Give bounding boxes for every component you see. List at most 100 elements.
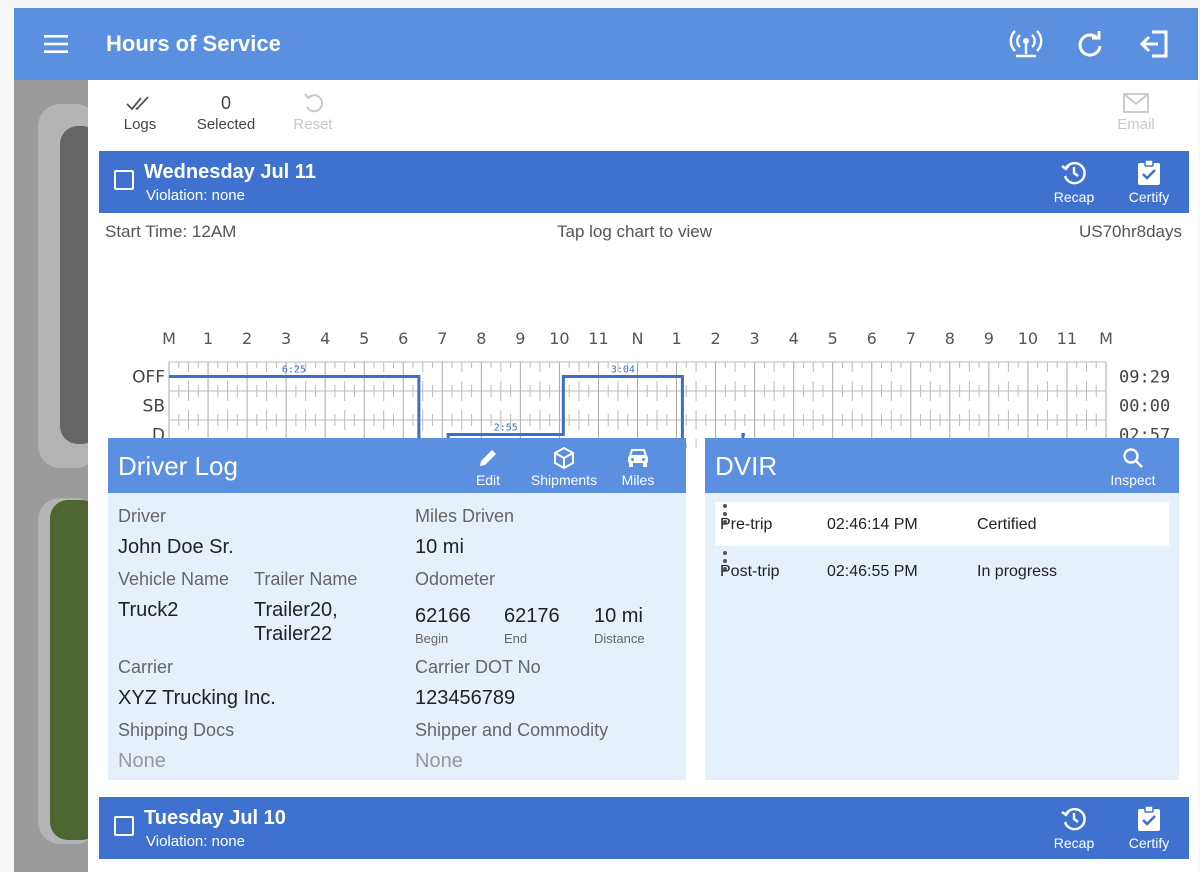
inspect-button[interactable]: Inspect (1103, 444, 1163, 488)
driver-log-title: Driver Log (118, 451, 238, 481)
carrier-label: Carrier (118, 657, 174, 677)
inspect-label: Inspect (1110, 472, 1156, 488)
odometer-distance: 10 mi (594, 605, 643, 627)
dvir-type: Post-trip (720, 563, 780, 580)
chart-hour-label: 3 (750, 329, 760, 348)
selected-label: Selected (196, 116, 256, 133)
log-chart[interactable]: M1234567891011N1234567891011MOFFSBDON09:… (88, 248, 1198, 448)
recap-button[interactable]: Recap (1042, 157, 1106, 205)
certify-button[interactable]: Certify (1117, 803, 1181, 851)
package-icon (554, 447, 574, 469)
shipper-value: None (415, 750, 463, 772)
chart-duration-label: 2:55 (494, 423, 518, 434)
app-title: Hours of Service (106, 31, 281, 56)
refresh-button[interactable] (1058, 12, 1122, 76)
certify-label: Certify (1128, 835, 1170, 851)
mail-icon (1123, 93, 1149, 113)
reset-label: Reset (293, 116, 333, 133)
day-date: Tuesday Jul 10 (144, 807, 286, 829)
chart-hour-label: 4 (320, 329, 330, 348)
chart-hour-label: M (162, 329, 176, 348)
day-violation: Violation: none (146, 187, 245, 204)
dvir-header: DVIR Inspect (705, 438, 1179, 493)
chart-row-total: 00:00 (1119, 397, 1170, 417)
menu-button[interactable] (14, 8, 98, 80)
clipboard-check-icon (1138, 806, 1160, 831)
chart-hour-label: 8 (476, 329, 486, 348)
chart-hour-label: N (632, 329, 644, 348)
vehicle-value: Truck2 (118, 599, 179, 621)
logs-button[interactable]: Logs (100, 90, 180, 133)
chart-hour-label: 5 (828, 329, 838, 348)
more-vert-icon[interactable] (715, 502, 735, 526)
reset-button[interactable]: Reset (273, 90, 353, 133)
edit-button[interactable]: Edit (468, 444, 508, 488)
app-bar: Hours of Service (14, 8, 1198, 80)
odometer-label: Odometer (415, 569, 496, 589)
logout-icon (1139, 30, 1168, 58)
dvir-panel: DVIR Inspect Pre-trip 02:46:14 PM Certif… (705, 438, 1179, 780)
day-checkbox[interactable] (114, 816, 134, 836)
chart-hour-label: 2 (710, 329, 720, 348)
day-header: Tuesday Jul 10 Violation: none Recap Cer… (99, 797, 1189, 859)
logs-label: Logs (123, 116, 157, 133)
dvir-row[interactable]: Pre-trip 02:46:14 PM Certified (715, 502, 1169, 546)
odometer-begin-label: Begin (415, 631, 449, 646)
trailer-value: Trailer22 (254, 623, 333, 645)
dvir-time: 02:46:14 PM (827, 516, 918, 533)
undo-icon (304, 93, 324, 113)
clipboard-check-icon (1138, 160, 1160, 185)
carrier-value: XYZ Trucking Inc. (118, 687, 276, 709)
email-button[interactable]: Email (1096, 90, 1176, 133)
search-icon (1123, 448, 1143, 468)
dot-field: Carrier DOT No 123456789 (415, 657, 541, 710)
carrier-field: Carrier XYZ Trucking Inc. (118, 657, 276, 710)
day-date: Wednesday Jul 11 (144, 161, 316, 183)
miles-label: Miles (621, 472, 655, 488)
shipping-docs-field: Shipping Docs None (118, 720, 234, 773)
miles-driven-label: Miles Driven (415, 506, 515, 526)
chart-hour-label: 6 (398, 329, 408, 348)
chart-hour-label: 1 (671, 329, 681, 348)
driver-log-header: Driver Log Edit Shipments Miles (108, 438, 686, 493)
pencil-icon (480, 450, 496, 466)
selected-counter: 0 Selected (186, 90, 266, 134)
chart-row-total: 09:29 (1119, 368, 1170, 388)
chart-hour-label: 7 (906, 329, 916, 348)
chart-hour-label: 10 (549, 329, 569, 348)
dvir-row[interactable]: Post-trip 02:46:55 PM In progress (715, 549, 1169, 593)
driver-field: Driver John Doe Sr. (118, 506, 234, 559)
miles-button[interactable]: Miles (618, 444, 658, 488)
hamburger-icon (44, 35, 68, 53)
recap-button[interactable]: Recap (1042, 803, 1106, 851)
shipments-button[interactable]: Shipments (526, 444, 602, 488)
day-violation: Violation: none (146, 833, 245, 850)
odometer-end-label: End (504, 631, 528, 646)
trailer-field: Trailer Name Trailer20, Trailer22 (254, 569, 357, 646)
chart-duration-label: 3:04 (611, 365, 635, 376)
chart-hour-label: 6 (867, 329, 877, 348)
double-check-icon (126, 96, 149, 111)
certify-button[interactable]: Certify (1117, 157, 1181, 205)
chart-hour-label: 7 (437, 329, 447, 348)
chart-hour-label: 11 (1057, 329, 1077, 348)
dvir-status: Certified (977, 516, 1037, 533)
certify-label: Certify (1128, 189, 1170, 205)
connection-button[interactable] (994, 12, 1058, 76)
logs-toolbar: Logs 0 Selected Reset Email (88, 80, 1198, 150)
refresh-icon (1078, 31, 1102, 57)
chart-hint: Tap log chart to view (557, 222, 712, 241)
odometer-end: 62176 (504, 605, 560, 627)
logout-button[interactable] (1122, 12, 1186, 76)
more-vert-icon[interactable] (715, 549, 735, 573)
day-checkbox[interactable] (114, 170, 134, 190)
car-icon (628, 449, 648, 467)
recap-label: Recap (1053, 835, 1095, 851)
edit-label: Edit (475, 472, 501, 488)
chart-status-line (169, 375, 745, 448)
chart-hour-label: 9 (515, 329, 525, 348)
driver-label: Driver (118, 506, 166, 526)
recap-label: Recap (1053, 189, 1095, 205)
chart-hour-label: 2 (242, 329, 252, 348)
chart-row-label: OFF (132, 368, 165, 388)
